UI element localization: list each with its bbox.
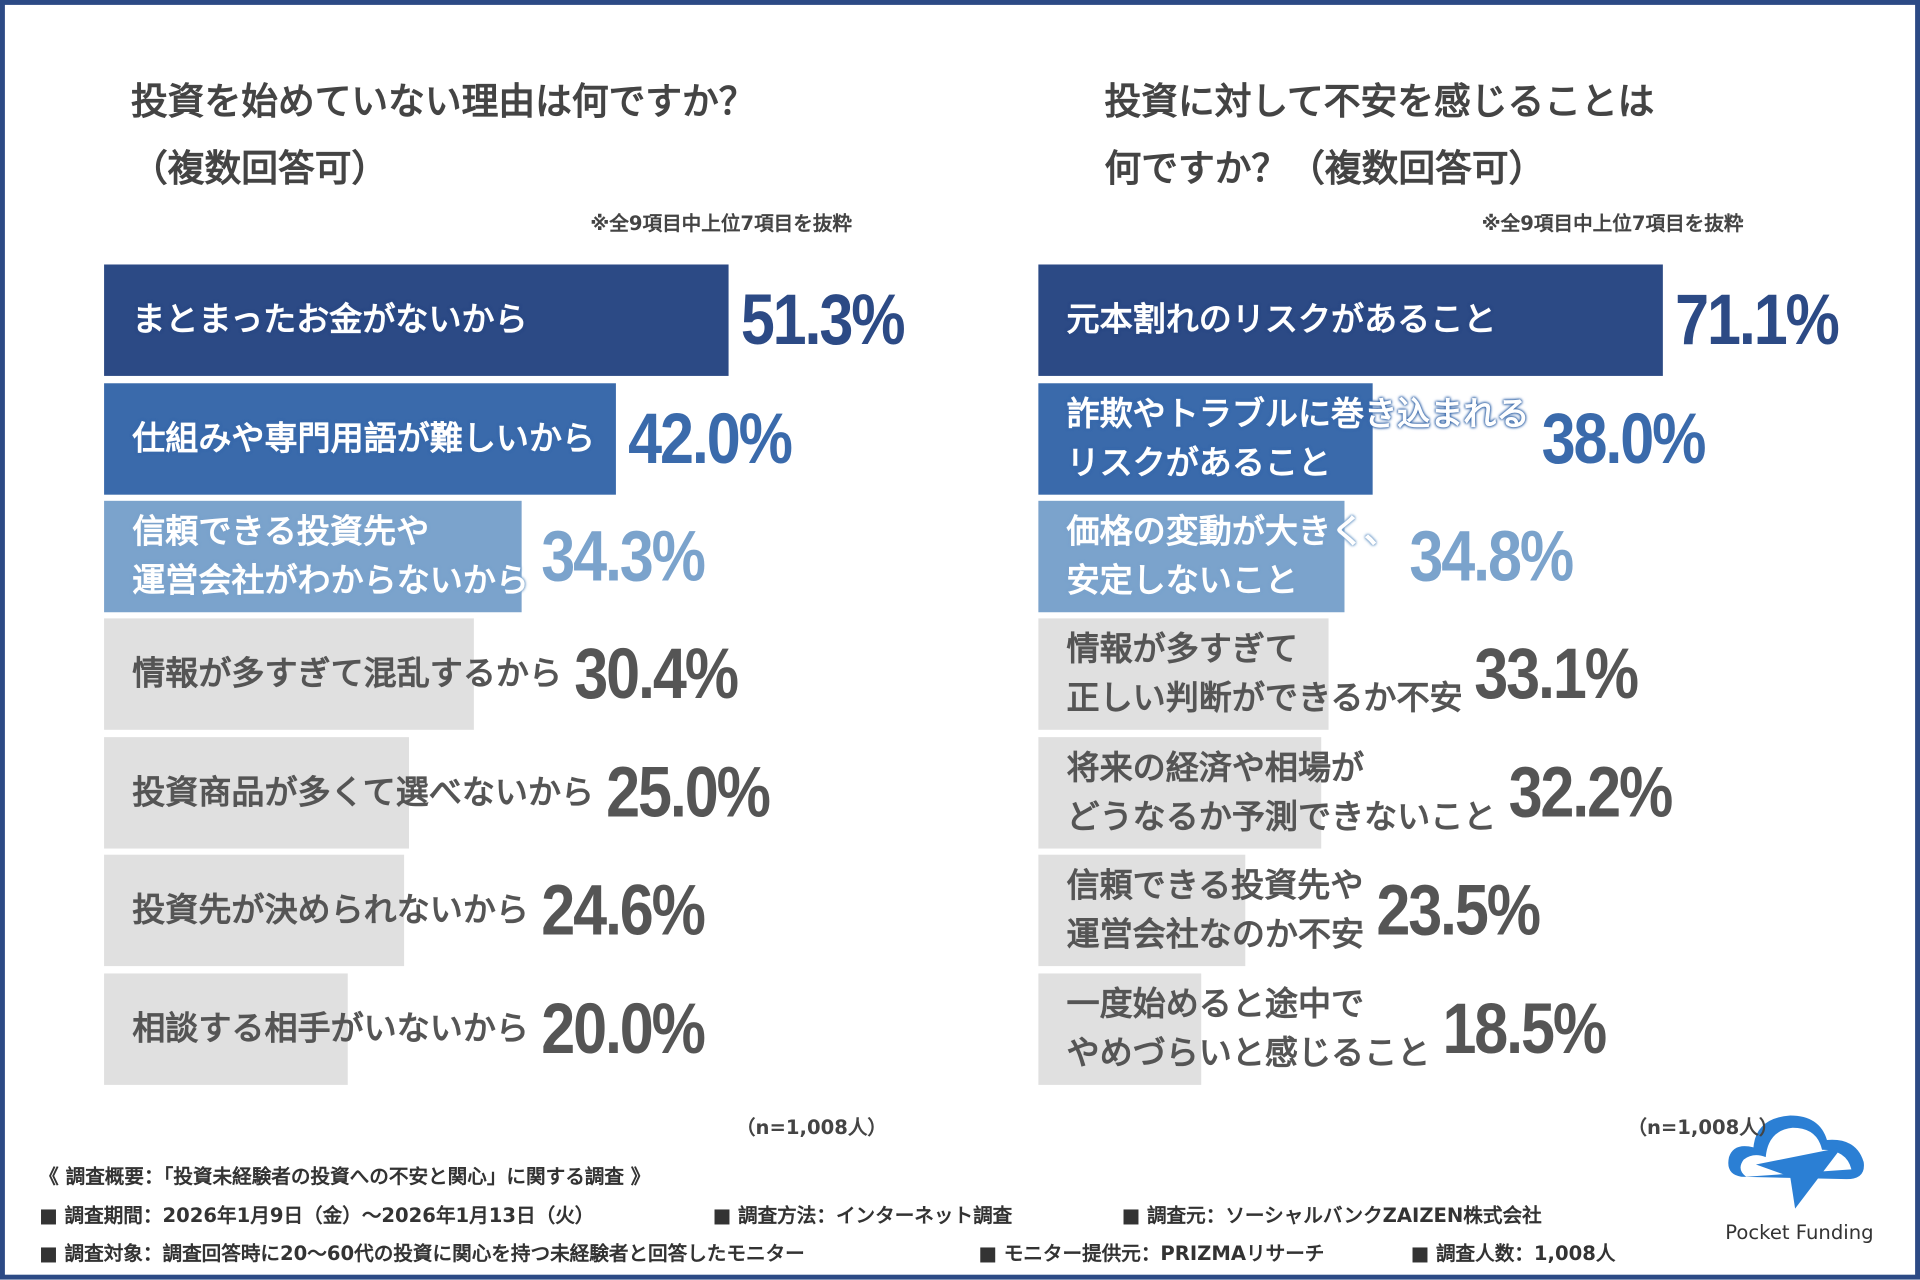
value-label: 42.0% [627,399,793,479]
bar [104,854,404,967]
bar [1038,500,1345,613]
value-label: 23.5% [1376,870,1541,951]
bar-label: 詐欺やトラブルに巻き込まれる リスクがあること [1066,394,1530,482]
value-label: 24.6% [541,870,706,951]
chart-title: 投資を始めていない理由は何ですか？ （複数回答可） [131,80,756,192]
bar [104,973,348,1085]
sample-size: （n=1,008人） [1627,1115,1779,1139]
value-label: 32.2% [1508,753,1674,833]
value-label: 34.3% [541,516,706,597]
bar-label: 仕組みや専門用語が難しいから [132,419,596,458]
paper-plane [1755,1147,1842,1209]
bar [104,737,409,849]
value-label: 33.1% [1474,634,1639,714]
sample-size: （n=1,008人） [735,1115,888,1139]
survey-item: ■ 調査期間：2026年1月9日（金）～2026年1月13日（火） [39,1203,595,1227]
value-label: 38.0% [1541,399,1707,479]
value-label: 51.3% [740,280,906,361]
bar-label: 価格の変動が大きく、 安定しないこと [1066,512,1398,600]
value-label: 34.8% [1409,516,1574,597]
chart-title: 投資に対して不安を感じることは 何ですか？（複数回答可） [1104,80,1655,192]
bar-label: 投資商品が多くて選べないから [132,773,595,812]
bar-label: 情報が多すぎて 正しい判断ができるか不安 [1066,630,1463,717]
survey-item: ■ 調査元：ソーシャルバンクZAIZEN株式会社 [1121,1203,1542,1227]
bar [104,383,616,495]
bar [1038,618,1330,730]
survey-item: ■ 調査人数：1,008人 [1410,1241,1616,1265]
value-label: 71.1% [1675,280,1840,361]
survey-item: ■ 調査対象：調査回答時に20～60代の投資に関心を持つ未経験者と回答したモニタ… [39,1241,805,1265]
bar-label: 元本割れのリスクがあること [1066,300,1497,339]
bar-label: 一度始めると途中で やめづらいと感じること [1066,985,1431,1073]
bar-label: 相談する相手がいないから [132,1009,529,1048]
value-label: 25.0% [606,753,771,833]
bar [1038,264,1663,376]
survey-item: ■ 調査方法：インターネット調査 [712,1203,1013,1227]
bar [104,264,729,376]
bar [1038,973,1201,1085]
survey-heading: 《 調査概要：「投資未経験者の投資への不安と関心」に関する調査 》 [39,1164,651,1188]
bar [1038,737,1322,849]
bar [104,618,475,730]
value-label: 30.4% [574,634,739,714]
bar-label: 信頼できる投資先や 運営会社なのか不安 [1066,866,1365,954]
bar-label: 投資先が決められないから [132,890,529,929]
bar-label: 情報が多すぎて混乱するから [132,654,563,693]
bar [1038,383,1373,495]
logo-text: Pocket Funding [1725,1220,1874,1245]
value-label: 18.5% [1442,989,1607,1069]
chart-note: ※全9項目中上位7項目を抜粋 [1481,211,1744,236]
bar-label: 将来の経済や相場が どうなるか予測できないこと [1066,748,1497,836]
logo-icon [1728,1115,1864,1209]
bar [104,500,522,613]
survey-item: ■ モニター提供元：PRIZMAリサーチ [978,1241,1325,1265]
bar [1038,854,1245,967]
chart-note: ※全9項目中上位7項目を抜粋 [590,211,853,236]
value-label: 20.0% [541,989,706,1069]
bar-label: まとまったお金がないから [132,300,528,339]
bar-label: 信頼できる投資先や 運営会社がわからないから [132,512,529,600]
